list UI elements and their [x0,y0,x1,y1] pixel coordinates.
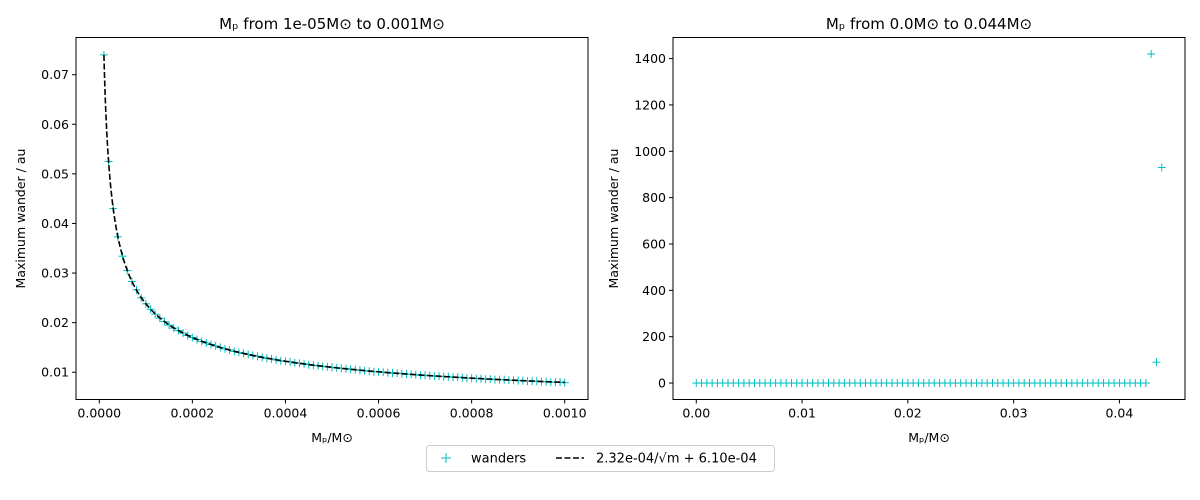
right-x-tick-label: 0.00 [682,406,710,421]
right-plot-frame [672,37,1186,400]
left-x-tick-label: 0.0002 [170,406,214,421]
right-data-point [1152,358,1161,367]
right-data-point [1141,379,1150,388]
left-x-tick-label: 0.0004 [264,406,308,421]
left-x-axis-ticks: 0.0000 0.0002 0.0004 0.0006 0.0008 0.0010 [77,399,587,421]
right-x-tick-label: 0.04 [1105,406,1133,421]
left-fit-line [103,54,565,384]
right-y-tick-label: 1000 [634,144,666,159]
left-data-point [151,310,160,319]
left-y-tick-label: 0.07 [41,67,69,82]
left-plot-title: Mₚ from 1e-05M⊙ to 0.001M⊙ [219,15,445,33]
left-y-tick-label: 0.06 [41,117,69,132]
right-data-point [1157,163,1166,172]
legend-frame [426,445,775,472]
left-data-point [146,305,155,314]
legend-label-wanders: wanders [471,452,526,467]
right-y-tick-label: 200 [642,329,666,344]
left-x-axis-label: Mₚ/M⊙ [311,430,353,445]
left-data-point [179,329,188,338]
left-data-point [127,277,136,286]
right-y-tick-label: 800 [642,190,666,205]
left-y-tick-label: 0.04 [41,216,69,231]
legend-marker-wanders [441,453,451,463]
right-y-tick-label: 1400 [634,51,666,66]
right-plot-marks [692,49,1166,388]
right-x-tick-label: 0.01 [788,406,816,421]
left-x-tick-label: 0.0010 [543,406,587,421]
right-plot-title: Mₚ from 0.0M⊙ to 0.044M⊙ [826,15,1032,33]
right-x-tick-label: 0.02 [894,406,922,421]
left-y-tick-label: 0.05 [41,166,69,181]
right-data-point [1147,49,1156,58]
legend-label-fit: 2.32e-04/√m + 6.10e-04 [596,452,757,467]
right-y-axis-ticks: 0 200 400 600 800 1000 1200 1400 [634,51,673,391]
right-y-tick-label: 400 [642,283,666,298]
left-plot-marks [99,50,569,387]
left-y-axis-label: Maximum wander / au [13,149,28,289]
right-x-tick-label: 0.03 [1000,406,1028,421]
left-x-tick-label: 0.0000 [77,406,121,421]
left-data-point [165,321,174,330]
left-y-axis-ticks: 0.01 0.02 0.03 0.04 0.05 0.06 0.07 [41,67,76,380]
left-y-tick-label: 0.01 [41,365,69,380]
left-x-tick-label: 0.0008 [450,406,494,421]
right-y-tick-label: 1200 [634,97,666,112]
left-y-tick-label: 0.03 [41,266,69,281]
left-y-tick-label: 0.02 [41,315,69,330]
left-data-point [188,333,197,342]
left-data-point [560,378,569,387]
left-plot-frame [75,37,589,400]
left-x-tick-label: 0.0006 [357,406,401,421]
right-x-axis-label: Mₚ/M⊙ [908,430,950,445]
right-x-axis-ticks: 0.00 0.01 0.02 0.03 0.04 [682,399,1133,421]
right-y-axis-label: Maximum wander / au [606,149,621,289]
right-plot-panel: Mₚ from 0.0M⊙ to 0.044M⊙ 0.00 0.01 0.02 0.0… [606,15,1186,445]
right-y-tick-label: 600 [642,236,666,251]
left-plot-panel: Mₚ from 1e-05M⊙ to 0.001M⊙ 0.0000 0.0002 0… [13,15,589,445]
right-y-tick-label: 0 [658,376,666,391]
legend: wanders 2.32e-04/√m + 6.10e-04 [426,445,775,472]
